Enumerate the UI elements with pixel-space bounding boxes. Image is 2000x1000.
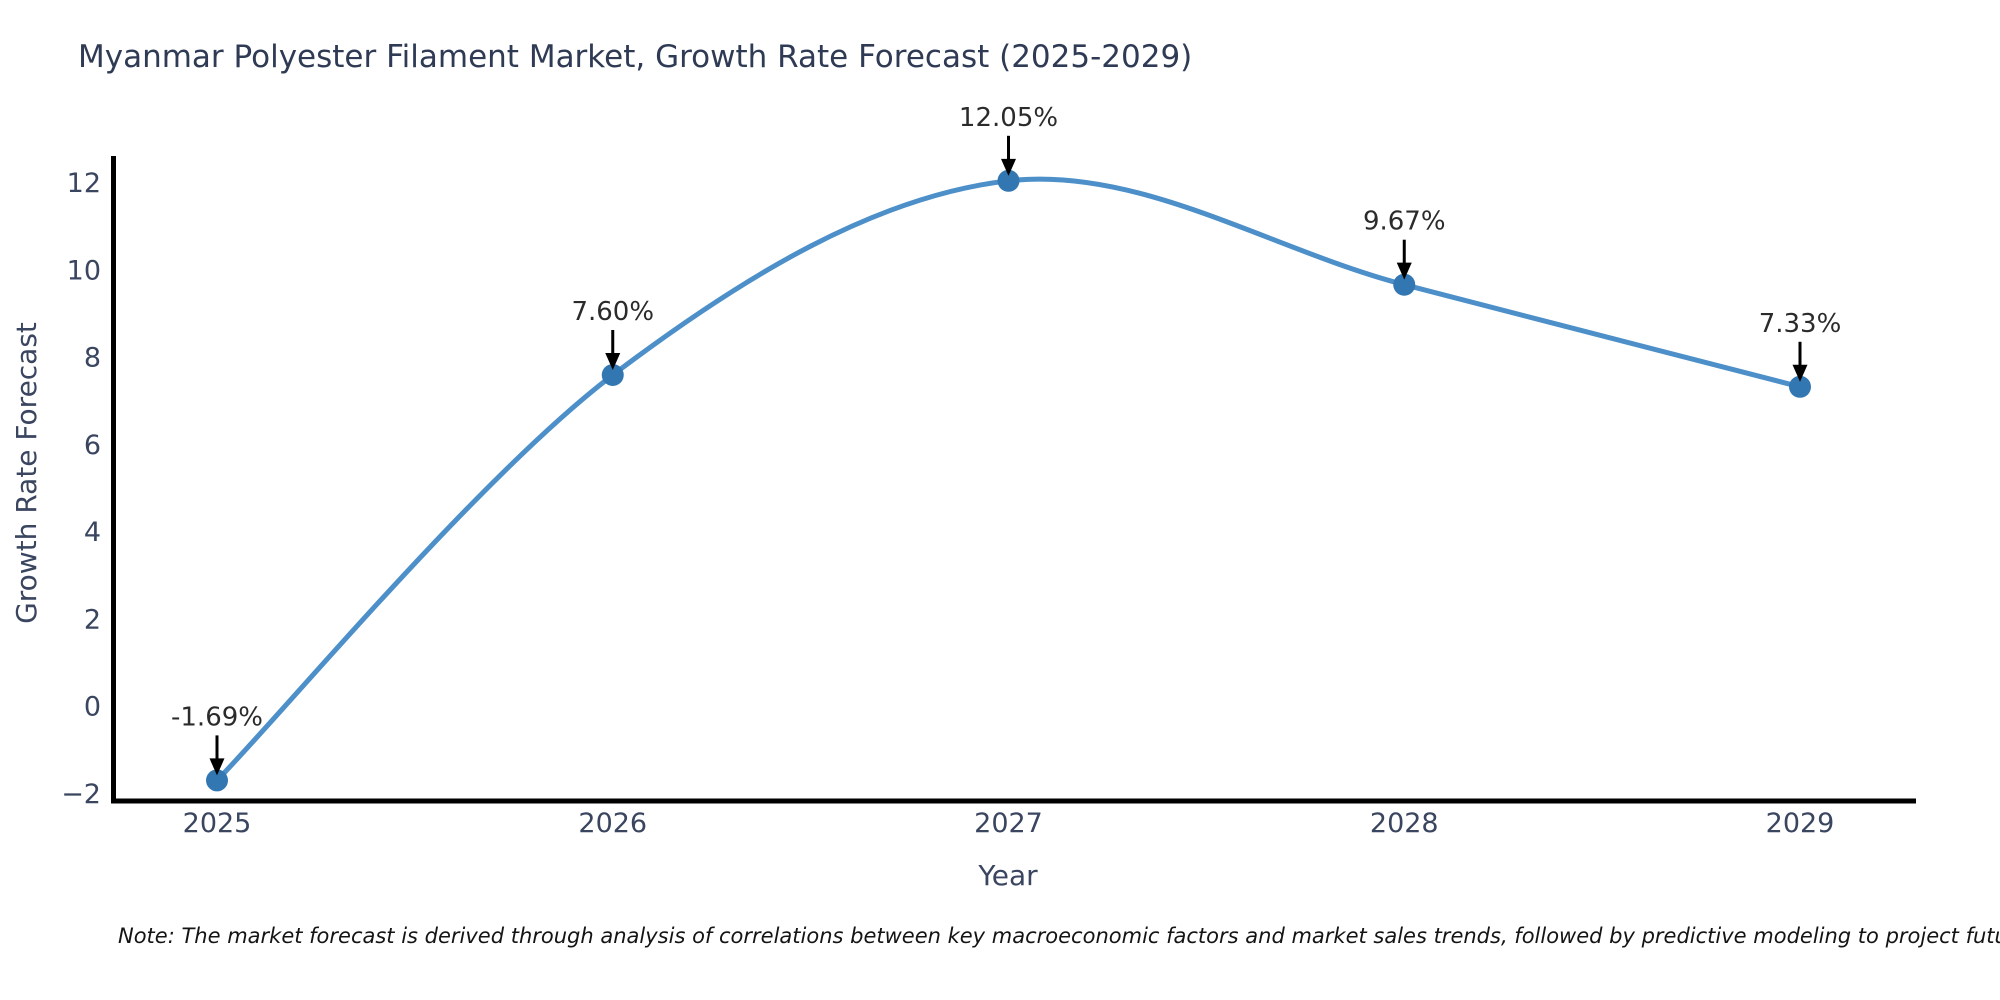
y-tick-label: −2 <box>61 779 101 810</box>
x-tick-labels: 2025 2026 2027 2028 2029 <box>183 808 1835 839</box>
annotation-arrow-head <box>1792 364 1808 382</box>
data-point-marker <box>601 364 624 386</box>
x-tick-label: 2027 <box>974 808 1043 839</box>
series-line <box>214 176 1803 783</box>
y-tick-label: 8 <box>84 343 101 374</box>
data-point-label: 7.60% <box>571 297 654 327</box>
data-point-marker <box>1393 273 1416 296</box>
data-point-markers <box>206 169 1811 792</box>
y-tick-label: 4 <box>84 517 101 548</box>
annotation-arrow-head <box>1396 262 1412 280</box>
x-tick-label: 2026 <box>578 808 647 839</box>
data-point-label: 7.33% <box>1759 309 1842 339</box>
data-point-marker <box>206 769 228 792</box>
y-tick-labels: 12 10 8 6 4 2 0 −2 <box>61 168 101 810</box>
x-axis-title: Year <box>977 859 1038 892</box>
annotation-arrow-head <box>605 353 621 371</box>
x-tick-label: 2028 <box>1370 808 1439 839</box>
x-tick-label: 2029 <box>1766 808 1835 839</box>
y-tick-label: 12 <box>67 168 101 199</box>
annotation-arrow-head <box>1001 158 1016 176</box>
y-axis-title: Growth Rate Forecast <box>10 322 43 624</box>
annotation-arrow-head <box>209 758 225 776</box>
y-tick-label: 2 <box>84 604 101 635</box>
chart-title: Myanmar Polyester Filament Market, Growt… <box>78 39 1192 75</box>
data-point-marker <box>997 169 1020 192</box>
footnote: Note: The market forecast is derived thr… <box>118 924 2000 948</box>
data-point-label: -1.69% <box>171 702 263 732</box>
data-point-annotations: -1.69% 7.60% 12.05% 9.67% 7.33% <box>171 103 1841 776</box>
y-tick-label: 6 <box>84 430 101 461</box>
y-tick-label: 10 <box>67 255 101 286</box>
data-point-label: 9.67% <box>1363 207 1446 237</box>
x-tick-label: 2025 <box>183 808 252 839</box>
data-point-label: 12.05% <box>959 103 1058 133</box>
y-tick-label: 0 <box>84 692 101 723</box>
data-point-marker <box>1789 375 1811 398</box>
